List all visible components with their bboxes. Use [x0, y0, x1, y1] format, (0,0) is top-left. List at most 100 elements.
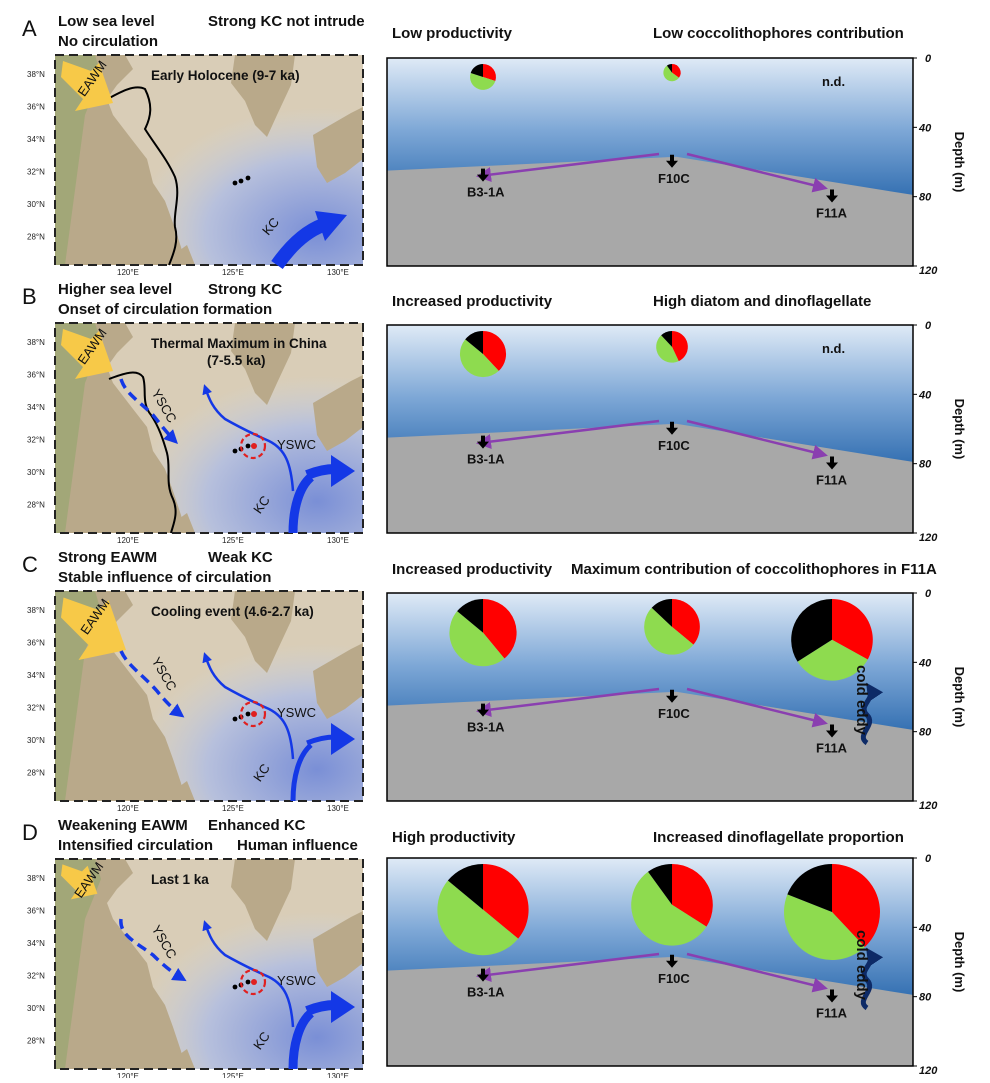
- map-lat-label: 34°N: [27, 135, 45, 144]
- depth-section: 0 40 80 120 Depth (m) B3-1A F10C F11A n.d.: [386, 320, 967, 544]
- kc-current: KC: [250, 723, 355, 802]
- kc-arrow-body: [288, 1009, 315, 1070]
- section-header-right: High diatom and dinoflagellate: [653, 293, 871, 310]
- map-land-vegetation: [55, 323, 101, 533]
- pie-slice-diatom: [449, 611, 505, 667]
- map-title: Cooling event (4.6-2.7 ka): [151, 604, 314, 619]
- station-marker-0: [477, 703, 489, 717]
- kc-arrow-body: [271, 218, 326, 270]
- site-dot-f11a: [245, 711, 251, 717]
- map-lat-label: 32°N: [27, 436, 45, 445]
- panel-header-right-1: Strong KC not intrude: [208, 13, 365, 30]
- cold-eddy-arrow: [860, 947, 884, 1011]
- pie-slice-diatom: [644, 607, 694, 655]
- station-label: F11A: [816, 472, 848, 487]
- panel-letter: B: [22, 284, 37, 309]
- seabed: [387, 156, 913, 266]
- section-header-left: Increased productivity: [392, 293, 553, 310]
- pie-slice-coccolithophore: [791, 599, 832, 662]
- map: 38°N 36°N 34°N 32°N 30°N 28°N 120°E 125°E 130°E E…: [27, 322, 364, 545]
- panel-header-left-1: Low sea level: [58, 13, 155, 30]
- map-lat-label: 28°N: [27, 769, 45, 778]
- pie-slice-dinoflagellate: [672, 331, 688, 362]
- yswc-arrow: [202, 384, 295, 492]
- yswc-current: YSWC: [202, 920, 316, 1028]
- kc-arrow-branch: [305, 464, 336, 480]
- depth-tick-label: 0: [925, 53, 932, 65]
- transport-arrow-west: [476, 419, 660, 449]
- map-lat-label: 32°N: [27, 972, 45, 981]
- eawm-arrow-shape: [61, 597, 126, 660]
- eawm-arrow-shape: [61, 329, 113, 379]
- pie-slice-coccolithophore: [648, 864, 672, 905]
- map-lat-label: 32°N: [27, 168, 45, 177]
- map-frame: [54, 858, 364, 1070]
- yscc-arrow: [119, 378, 178, 444]
- site-dot-f11a: [245, 979, 251, 985]
- depth-tick-label: 40: [918, 122, 932, 134]
- section-header-left: Low productivity: [392, 25, 513, 42]
- station-label: F11A: [816, 740, 848, 755]
- map-lon-label: 125°E: [222, 536, 244, 545]
- map-land-taiwan: [173, 513, 195, 533]
- pie-slice-dinoflagellate: [483, 864, 529, 939]
- panel-header-left-2: Onset of circulation formation: [58, 301, 272, 318]
- depth-tick-label: 120: [919, 532, 938, 544]
- pie-slice-dinoflagellate: [483, 331, 507, 371]
- map-lat-label: 34°N: [27, 939, 45, 948]
- transport-arrow-east: [686, 952, 828, 993]
- pie-slice-diatom: [631, 871, 707, 946]
- yscc-arrow: [119, 918, 187, 982]
- station-label: F10C: [658, 971, 690, 986]
- map-land-korea: [231, 859, 295, 941]
- section-header-right: Low coccolithophores contribution: [653, 25, 904, 42]
- map-title: Thermal Maximum in China: [151, 336, 327, 351]
- transport-arrow-west: [476, 687, 660, 717]
- pie-slice-diatom: [656, 335, 679, 363]
- yswc-current: YSWC: [202, 652, 316, 760]
- cold-eddy: cold eddy: [853, 930, 884, 1011]
- section-frame: [386, 324, 914, 534]
- cold-eddy-label: cold eddy: [853, 930, 870, 1001]
- transport-arrow-east: [686, 687, 828, 728]
- map-lon-label: 120°E: [117, 804, 139, 813]
- depth-tick-label: 40: [918, 657, 932, 669]
- map-lon-label: 120°E: [117, 1072, 139, 1078]
- pie-f10c: [631, 864, 713, 946]
- pie-b3-1a: [470, 64, 496, 90]
- pie-slice-coccolithophore: [470, 64, 483, 77]
- not-determined-label: n.d.: [822, 74, 845, 89]
- section-frame: [386, 592, 914, 802]
- section-header-left: High productivity: [392, 829, 516, 846]
- panel-header-left-1: Strong EAWM: [58, 549, 157, 566]
- station-marker-0: [477, 435, 489, 449]
- panel-letter: C: [22, 552, 38, 577]
- yswc-current: YSWC: [202, 384, 316, 492]
- map-lon-label: 130°E: [327, 804, 349, 813]
- station-marker-1: [666, 689, 678, 703]
- station-label: B3-1A: [467, 452, 505, 467]
- station-label: F11A: [816, 205, 848, 220]
- kc-current: KC: [250, 991, 355, 1070]
- depth-tick-label: 0: [925, 588, 932, 600]
- panel-d: D Weakening EAWM Enhanced KC Intensified ci…: [22, 817, 967, 1081]
- kc-arrow-branch: [305, 1000, 336, 1016]
- cold-eddy-center: [251, 979, 257, 985]
- kc-arrow-body: [290, 743, 313, 802]
- pie-b3-1a: [459, 331, 507, 378]
- cold-eddy-center: [251, 443, 257, 449]
- pie-b3-1a: [449, 599, 517, 667]
- panel-header-right-2: Human influence: [237, 837, 358, 854]
- depth-section: 0 40 80 120 Depth (m) B3-1A F10C F11A cold eddy: [386, 853, 967, 1077]
- map-lat-label: 38°N: [27, 606, 45, 615]
- section-header-right: Maximum contribution of coccolithophores…: [571, 561, 937, 578]
- pie-slice-diatom: [437, 880, 519, 956]
- yscc-arrow: [119, 650, 185, 718]
- station-label: F11A: [816, 1005, 848, 1020]
- map-lat-label: 30°N: [27, 468, 45, 477]
- map-lat-label: 28°N: [27, 233, 45, 242]
- pie-slice-diatom: [784, 894, 865, 961]
- pie-slice-diatom: [470, 72, 496, 90]
- panel-header-left-2: Intensified circulation: [58, 837, 213, 854]
